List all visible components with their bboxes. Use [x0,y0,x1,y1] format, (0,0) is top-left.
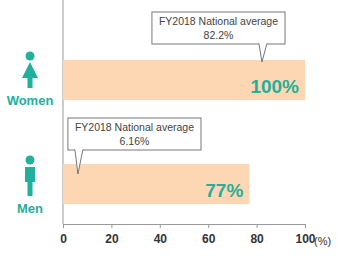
tick-mark [208,224,209,228]
data-label: 100% [250,76,299,97]
tick-label: 80 [250,232,264,246]
callout-join [259,43,266,45]
tick-mark [305,224,306,228]
category-label: Women [7,93,54,108]
tick-mark [63,224,64,228]
tick: 20 [105,224,119,246]
callout: FY2018 National average 82.2% [152,12,285,62]
tick: 40 [154,224,168,246]
x-axis: 0 20 40 60 80 100 [60,224,316,246]
tick-label: 60 [202,232,216,246]
icon-head [26,156,35,165]
bar [63,60,305,100]
tick-mark [257,224,258,228]
icon-body [25,167,35,196]
callout-text: FY2018 National average [159,15,278,27]
callout: FY2018 National average 6.16% [68,118,201,174]
callout-box [68,118,201,150]
icon-head [26,52,35,61]
tick-label: 100 [295,232,315,246]
callout-box [152,12,285,44]
callout-value: 82.2% [204,29,234,41]
callout-value: 6.16% [120,135,150,147]
tick-mark [111,224,112,228]
tick-label: 40 [154,232,168,246]
bars [63,60,305,204]
tick: 100 [295,224,315,246]
callout-text: FY2018 National average [75,121,194,133]
bar [63,164,249,204]
axis-title: (%) [314,235,331,247]
tick-label: 20 [105,232,119,246]
tick: 80 [250,224,264,246]
tick-mark [160,224,161,228]
axis-domain [64,225,306,229]
data-label: 77% [205,180,243,201]
tick: 0 [60,224,67,246]
tick-label: 0 [60,232,67,246]
person-icon [25,156,35,197]
callout-pointer [259,44,267,63]
category: Women [7,52,54,109]
tick: 60 [202,224,216,246]
person-icon [22,52,38,89]
icon-body [22,62,38,88]
chart: 100% 77% Women Men 0 20 40 60 80 100(%) FY2018 Nat… [0,0,347,260]
category: Men [17,156,43,217]
callout-join [75,149,82,151]
category-label: Men [17,201,43,216]
callout-pointer [75,150,83,175]
